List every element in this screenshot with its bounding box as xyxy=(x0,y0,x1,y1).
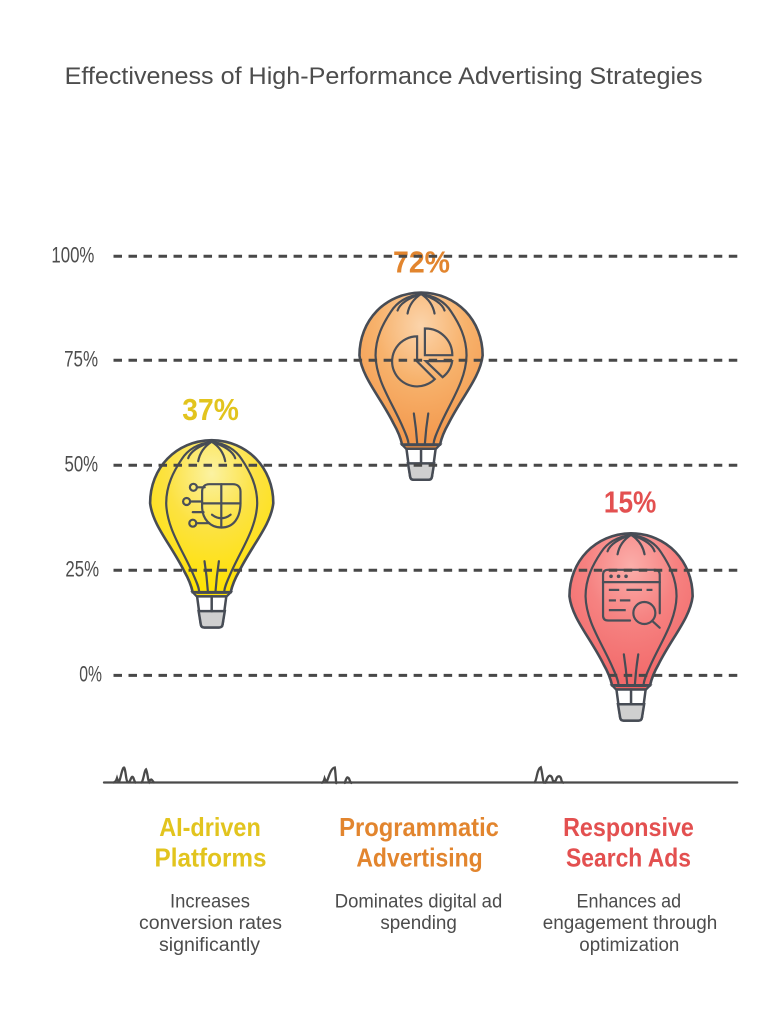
svg-text:Enhances ad: Enhances ad xyxy=(577,892,682,913)
svg-text:Platforms: Platforms xyxy=(155,843,267,873)
svg-text:25%: 25% xyxy=(65,557,99,582)
svg-text:37%: 37% xyxy=(182,392,239,427)
svg-text:spending: spending xyxy=(380,913,457,934)
svg-text:Responsive: Responsive xyxy=(563,812,694,842)
svg-text:72%: 72% xyxy=(393,244,450,279)
svg-text:50%: 50% xyxy=(65,452,99,477)
svg-text:optimization: optimization xyxy=(579,935,679,956)
svg-text:engagement through: engagement through xyxy=(543,913,718,934)
svg-text:AI-driven: AI-driven xyxy=(159,812,261,842)
svg-text:significantly: significantly xyxy=(159,935,261,956)
svg-text:Effectiveness of High-Performa: Effectiveness of High-Performance Advert… xyxy=(65,63,703,90)
svg-text:100%: 100% xyxy=(51,243,94,268)
svg-text:75%: 75% xyxy=(64,347,98,372)
svg-text:Programmatic: Programmatic xyxy=(339,812,499,842)
svg-text:conversion rates: conversion rates xyxy=(139,913,282,934)
svg-text:0%: 0% xyxy=(79,662,102,687)
svg-text:Increases: Increases xyxy=(170,892,250,913)
svg-text:15%: 15% xyxy=(604,485,656,520)
svg-text:Advertising: Advertising xyxy=(356,843,482,873)
svg-text:Search Ads: Search Ads xyxy=(566,843,691,873)
svg-text:Dominates digital ad: Dominates digital ad xyxy=(335,892,503,913)
